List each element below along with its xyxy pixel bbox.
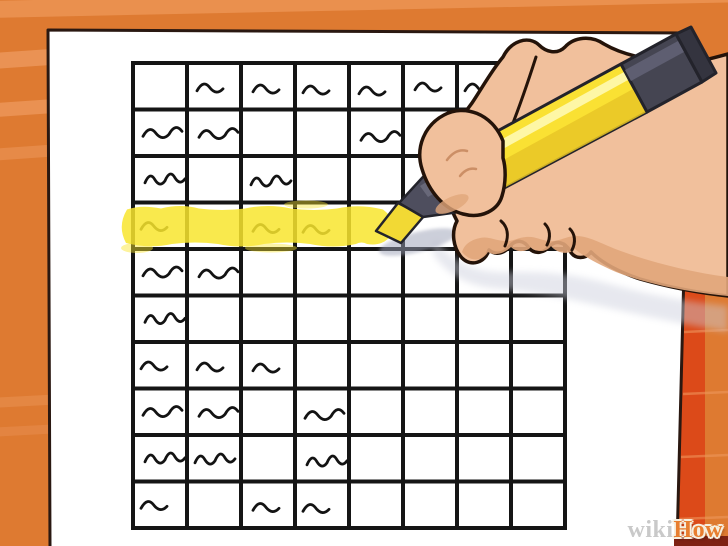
cell-mark [357, 85, 387, 97]
highlight-streak [121, 200, 395, 253]
thumb-creases [445, 149, 478, 178]
hand-shading [462, 236, 728, 296]
cell-mark [251, 362, 281, 374]
cell-mark [359, 130, 402, 143]
wikihow-watermark: wikiHow [627, 517, 723, 544]
cell-mark [195, 361, 225, 373]
cell-mark [249, 174, 293, 188]
highlight-ink [121, 206, 395, 247]
cell-mark [141, 265, 184, 279]
cell-mark [413, 81, 443, 93]
cell-mark [251, 502, 281, 513]
cell-mark [143, 312, 187, 325]
cell-mark [143, 451, 187, 465]
cell-mark [139, 360, 169, 372]
marker-tip-shadow [379, 228, 457, 256]
cell-mark [305, 454, 349, 468]
thumb [418, 108, 507, 218]
cell-mark [251, 83, 281, 95]
grid-lines [131, 61, 567, 530]
cell-mark [197, 127, 240, 140]
cell-mark [195, 82, 225, 94]
watermark-wiki-text: wiki [627, 517, 674, 543]
cell-mark [141, 126, 184, 139]
cell-mark [141, 405, 184, 418]
cell-mark [197, 266, 240, 280]
cell-mark [139, 500, 169, 511]
cell-mark [301, 503, 331, 514]
cell-mark [143, 172, 187, 186]
thumb-base [418, 108, 507, 218]
cell-mark [193, 452, 237, 466]
cell-mark [301, 84, 331, 96]
highlighter-cap-end [674, 25, 718, 84]
highlighter-cap-facet [625, 41, 684, 81]
cell-mark [303, 408, 346, 421]
hand-shadow [432, 240, 728, 332]
cell-mark [197, 406, 240, 419]
thumb-shading [435, 194, 469, 214]
watermark-how-text: How [673, 517, 723, 543]
footer-strip [674, 536, 728, 546]
